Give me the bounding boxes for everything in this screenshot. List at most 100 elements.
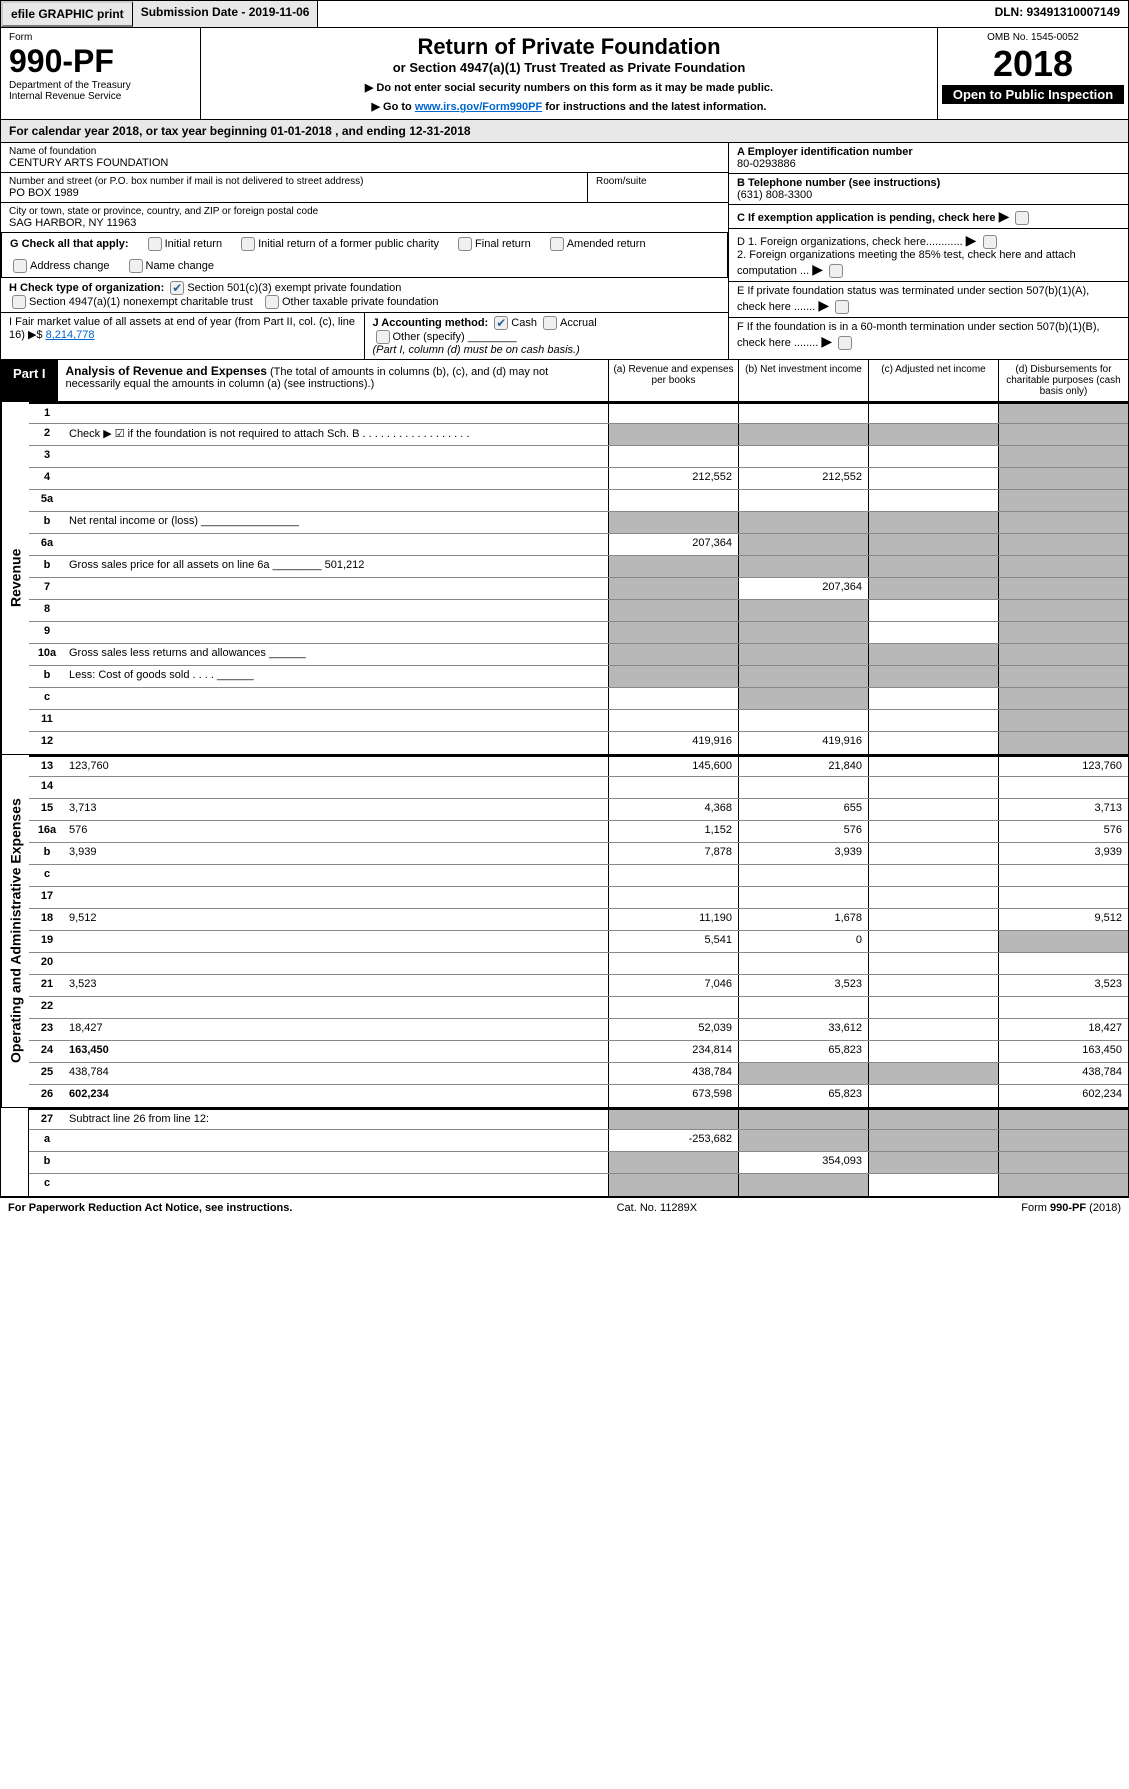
submission-date: Submission Date - 2019-11-06: [133, 1, 319, 27]
form-subtitle: or Section 4947(a)(1) Trust Treated as P…: [207, 60, 931, 75]
table-row: a-253,682: [29, 1130, 1128, 1152]
dept-treasury: Department of the Treasury: [9, 80, 192, 91]
checkbox-name-change[interactable]: [129, 259, 143, 273]
table-row: 13123,760145,60021,840123,760: [29, 755, 1128, 777]
table-row: 27Subtract line 26 from line 12:: [29, 1108, 1128, 1130]
checkbox-4947[interactable]: [12, 295, 26, 309]
table-row: 8: [29, 600, 1128, 622]
e-label: E If private foundation status was termi…: [737, 285, 1089, 313]
table-row: 2318,42752,03933,61218,427: [29, 1019, 1128, 1041]
checkbox-501c3[interactable]: [170, 281, 184, 295]
instruction-2: ▶ Go to www.irs.gov/Form990PF for instru…: [207, 100, 931, 113]
tel-value: (631) 808-3300: [737, 189, 812, 201]
j-label: J Accounting method:: [373, 317, 489, 329]
expenses-table: Operating and Administrative Expenses 13…: [0, 755, 1129, 1108]
table-row: 189,51211,1901,6789,512: [29, 909, 1128, 931]
table-row: 6a207,364: [29, 534, 1128, 556]
table-row: c: [29, 865, 1128, 887]
table-row: c: [29, 1174, 1128, 1196]
table-row: bNet rental income or (loss) ___________…: [29, 512, 1128, 534]
footer-right: Form 990-PF (2018): [1021, 1202, 1121, 1214]
room-label: Room/suite: [596, 176, 720, 187]
table-row: 7207,364: [29, 578, 1128, 600]
table-row: b3,9397,8783,9393,939: [29, 843, 1128, 865]
table-row: 17: [29, 887, 1128, 909]
table-row: 11: [29, 710, 1128, 732]
omb-number: OMB No. 1545-0052: [942, 32, 1124, 43]
street-address: PO BOX 1989: [9, 187, 579, 199]
final-rows-table: 27Subtract line 26 from line 12:a-253,68…: [0, 1108, 1129, 1197]
checkbox-address-change[interactable]: [13, 259, 27, 273]
part1-title: Analysis of Revenue and Expenses: [66, 364, 267, 378]
j-note: (Part I, column (d) must be on cash basi…: [373, 344, 580, 356]
table-row: 213,5237,0463,5233,523: [29, 975, 1128, 997]
table-row: c: [29, 688, 1128, 710]
table-row: 25438,784438,784438,784: [29, 1063, 1128, 1085]
h-label: H Check type of organization:: [9, 282, 164, 294]
irs-label: Internal Revenue Service: [9, 91, 192, 102]
table-row: b354,093: [29, 1152, 1128, 1174]
table-row: 20: [29, 953, 1128, 975]
checkbox-accrual[interactable]: [543, 316, 557, 330]
col-d-header: (d) Disbursements for charitable purpose…: [998, 360, 1128, 401]
checkbox-c[interactable]: [1015, 211, 1029, 225]
table-row: 9: [29, 622, 1128, 644]
table-row: 16a5761,152576576: [29, 821, 1128, 843]
d1-label: D 1. Foreign organizations, check here..…: [737, 236, 963, 248]
checkbox-d2[interactable]: [829, 264, 843, 278]
table-row: bLess: Cost of goods sold . . . . ______: [29, 666, 1128, 688]
table-row: 5a: [29, 490, 1128, 512]
table-row: bGross sales price for all assets on lin…: [29, 556, 1128, 578]
g-label: G Check all that apply:: [10, 238, 129, 250]
part1-header: Part I Analysis of Revenue and Expenses …: [0, 360, 1129, 402]
col-c-header: (c) Adjusted net income: [868, 360, 998, 401]
ein-value: 80-0293886: [737, 158, 796, 170]
calendar-year-line: For calendar year 2018, or tax year begi…: [0, 120, 1129, 143]
checkbox-initial-return[interactable]: [148, 237, 162, 251]
col-b-header: (b) Net investment income: [738, 360, 868, 401]
fmv-value[interactable]: 8,214,778: [46, 329, 95, 341]
entity-info: Name of foundation CENTURY ARTS FOUNDATI…: [0, 143, 1129, 360]
form-number: 990-PF: [9, 43, 192, 80]
checkbox-d1[interactable]: [983, 235, 997, 249]
checkbox-cash[interactable]: [494, 316, 508, 330]
city-state-zip: SAG HARBOR, NY 11963: [9, 217, 720, 229]
form-title: Return of Private Foundation: [207, 34, 931, 60]
table-row: 22: [29, 997, 1128, 1019]
expenses-side-label: Operating and Administrative Expenses: [1, 755, 29, 1107]
table-row: 24163,450234,81465,823163,450: [29, 1041, 1128, 1063]
table-row: 12419,916419,916: [29, 732, 1128, 754]
checkbox-other-taxable[interactable]: [265, 295, 279, 309]
irs-form-link[interactable]: www.irs.gov/Form990PF: [415, 101, 542, 113]
part1-label: Part I: [1, 360, 58, 401]
checkbox-final-return[interactable]: [458, 237, 472, 251]
checkbox-amended[interactable]: [550, 237, 564, 251]
revenue-side-label: Revenue: [1, 402, 29, 754]
table-row: 153,7134,3686553,713: [29, 799, 1128, 821]
checkbox-other-method[interactable]: [376, 330, 390, 344]
revenue-table: Revenue 12Check ▶ ☑ if the foundation is…: [0, 402, 1129, 755]
table-row: 195,5410: [29, 931, 1128, 953]
ein-label: A Employer identification number: [737, 146, 913, 158]
checkbox-e[interactable]: [835, 300, 849, 314]
footer-mid: Cat. No. 11289X: [617, 1202, 698, 1214]
tax-year: 2018: [942, 43, 1124, 85]
name-label: Name of foundation: [9, 146, 720, 157]
tel-label: B Telephone number (see instructions): [737, 177, 940, 189]
table-row: 10aGross sales less returns and allowanc…: [29, 644, 1128, 666]
efile-print-button[interactable]: efile GRAPHIC print: [1, 1, 133, 27]
f-label: F If the foundation is in a 60-month ter…: [737, 321, 1100, 349]
open-to-public: Open to Public Inspection: [942, 85, 1124, 104]
table-row: 1: [29, 402, 1128, 424]
addr-label: Number and street (or P.O. box number if…: [9, 176, 579, 187]
checkbox-f[interactable]: [838, 336, 852, 350]
d2-label: 2. Foreign organizations meeting the 85%…: [737, 249, 1076, 277]
form-header: Form 990-PF Department of the Treasury I…: [0, 28, 1129, 120]
top-bar: efile GRAPHIC print Submission Date - 20…: [0, 0, 1129, 28]
form-word: Form: [9, 32, 192, 43]
instruction-1: ▶ Do not enter social security numbers o…: [207, 81, 931, 94]
c-label: C If exemption application is pending, c…: [737, 212, 996, 224]
checkbox-initial-former[interactable]: [241, 237, 255, 251]
table-row: 26602,234673,59865,823602,234: [29, 1085, 1128, 1107]
dln: DLN: 93491310007149: [987, 1, 1128, 27]
